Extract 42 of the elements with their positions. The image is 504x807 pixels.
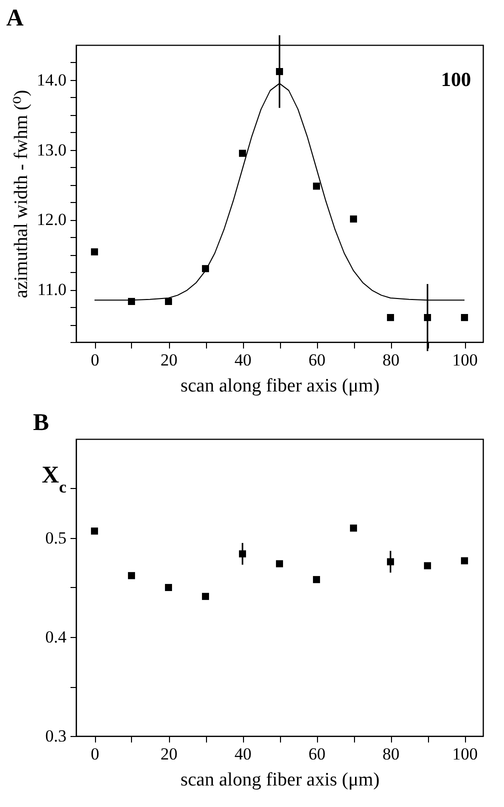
y-axis-title: X$_{c}$ <box>42 462 68 496</box>
x-axis-title: scan along fiber axis (μm) <box>180 376 380 396</box>
x-tick-label: 20 <box>160 744 178 764</box>
x-tick-label: 100 <box>452 350 478 370</box>
y-tick-label: 12.0 <box>36 210 66 230</box>
point <box>460 557 468 564</box>
point <box>238 150 246 157</box>
annotation: 100 <box>441 69 471 91</box>
point <box>312 182 320 190</box>
point <box>276 560 284 568</box>
point <box>350 215 358 223</box>
point <box>90 248 98 256</box>
y-tick-label: 0.5 <box>45 528 66 548</box>
point <box>202 592 210 600</box>
x-tick-label: 0 <box>90 350 100 370</box>
point <box>164 298 172 306</box>
point <box>164 584 172 592</box>
x-tick-label: 40 <box>234 350 252 370</box>
point <box>90 528 98 535</box>
x-tick-label: 80 <box>382 744 400 764</box>
point <box>386 314 394 322</box>
point <box>128 572 136 580</box>
y-tick-label: 0.3 <box>45 726 66 746</box>
chart-title: A <box>6 5 24 32</box>
x-tick-label: 20 <box>160 350 178 370</box>
y-tick-label: 0.4 <box>45 628 67 646</box>
y-tick-label: 13.0 <box>36 140 66 160</box>
point <box>350 524 358 532</box>
point <box>424 562 432 570</box>
y-tick-label: 11.0 <box>37 280 66 300</box>
x-tick-label: 60 <box>308 350 326 370</box>
y-tick-label: 14.0 <box>36 70 66 90</box>
x-axis-title: scan along fiber axis (μm) <box>180 770 380 790</box>
x-tick-label: 0 <box>90 744 100 764</box>
x-tick-label: 100 <box>452 744 478 764</box>
x-tick-label: 60 <box>308 744 326 764</box>
point <box>312 576 320 584</box>
x-tick-label: 80 <box>382 350 400 370</box>
chart-title: B <box>33 410 50 436</box>
y-axis-title: azimuthal width - fwhm (⁰) <box>10 90 32 298</box>
x-tick-label: 40 <box>234 744 252 764</box>
point <box>460 314 468 322</box>
